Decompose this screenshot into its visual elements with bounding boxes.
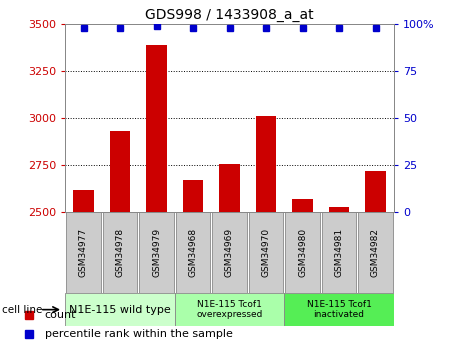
Text: GSM34970: GSM34970 bbox=[261, 228, 270, 277]
Text: GSM34982: GSM34982 bbox=[371, 228, 380, 277]
Text: GSM34968: GSM34968 bbox=[189, 228, 198, 277]
Text: GSM34969: GSM34969 bbox=[225, 228, 234, 277]
Text: N1E-115 Tcof1
overexpressed: N1E-115 Tcof1 overexpressed bbox=[196, 300, 263, 319]
Bar bbox=[183, 180, 203, 212]
Text: count: count bbox=[45, 310, 76, 320]
Bar bbox=[285, 212, 320, 293]
Bar bbox=[358, 212, 393, 293]
Bar bbox=[249, 212, 283, 293]
Text: GSM34980: GSM34980 bbox=[298, 228, 307, 277]
Title: GDS998 / 1433908_a_at: GDS998 / 1433908_a_at bbox=[145, 8, 314, 22]
Bar bbox=[146, 45, 166, 212]
Text: N1E-115 Tcof1
inactivated: N1E-115 Tcof1 inactivated bbox=[306, 300, 371, 319]
Bar bbox=[322, 212, 356, 293]
Bar bbox=[220, 164, 239, 212]
Text: GSM34979: GSM34979 bbox=[152, 228, 161, 277]
Bar bbox=[284, 293, 394, 326]
Bar bbox=[110, 131, 130, 212]
Text: GSM34977: GSM34977 bbox=[79, 228, 88, 277]
Text: GSM34978: GSM34978 bbox=[116, 228, 125, 277]
Bar bbox=[329, 207, 349, 212]
Bar bbox=[140, 212, 174, 293]
Text: cell line: cell line bbox=[2, 305, 43, 315]
Bar bbox=[65, 293, 175, 326]
Text: percentile rank within the sample: percentile rank within the sample bbox=[45, 329, 233, 339]
Text: GSM34981: GSM34981 bbox=[334, 228, 343, 277]
Bar bbox=[212, 212, 247, 293]
Bar bbox=[66, 212, 101, 293]
Text: N1E-115 wild type: N1E-115 wild type bbox=[69, 305, 171, 315]
Bar bbox=[292, 199, 313, 212]
Bar bbox=[176, 212, 210, 293]
Bar bbox=[103, 212, 137, 293]
Bar bbox=[175, 293, 284, 326]
Bar bbox=[365, 171, 386, 212]
Bar bbox=[256, 116, 276, 212]
Bar bbox=[73, 190, 94, 212]
